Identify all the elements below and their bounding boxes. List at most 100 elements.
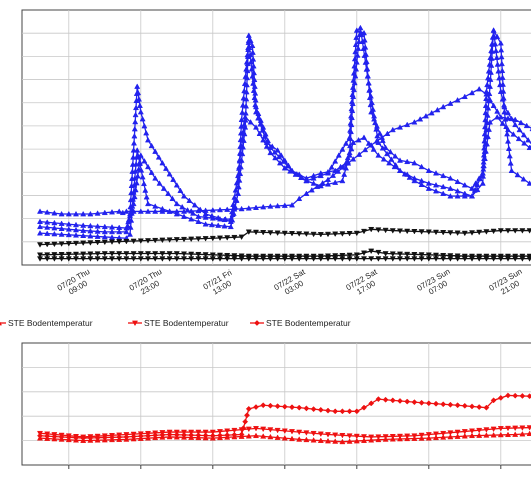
top-plot-series-1-point [188,215,195,222]
top-plot-series-2-point [495,68,502,74]
top-plot-series-2-point [352,41,359,48]
top-plot-series-2-point [367,101,374,108]
top-plot-series-2-point [387,148,394,155]
top-plot-series-1-point [208,221,215,228]
bottom-plot-series-2-point [240,425,247,432]
top-plot-series-0-point [350,156,357,162]
top-plot-series-1-point [447,193,454,199]
top-plot-series-5-point [404,228,411,235]
top-plot-series-6-point [87,256,94,262]
x-tick-label: 07/20 Thu23:00 [128,267,168,301]
top-plot-series-2-point [350,77,357,83]
top-plot-series-2-point [143,129,150,136]
top-plot-series-2-point [130,154,137,160]
top-plot-series-3-point [238,143,245,149]
top-plot-series-6-point [36,256,44,262]
bottom-plot-series-2-point [253,404,259,411]
top-plot-series-0-point [308,186,315,193]
top-plot-series-6-point [296,256,303,262]
top-plot-series-5-point [288,231,296,237]
top-plot-series-5-point [51,241,58,248]
bottom-plot-series-2-point [490,397,497,404]
top-plot-series-3-point [324,181,332,187]
bottom-plot-series-2-point [281,403,288,410]
top-plot-series-4-point [195,251,202,258]
bottom-plot-series-2-point [382,396,389,403]
top-plot-series-3-point [485,126,492,132]
top-plot-series-2-point [262,130,269,137]
top-plot-series-3-point [58,220,65,226]
top-plot-series-2-point [80,227,87,233]
top-plot-series-4-point [360,250,368,257]
top-plot-series-2-point [252,90,259,96]
top-plot-series-4-point [396,251,404,258]
top-plot-series-4-point [425,252,432,258]
top-plot-series-1-point [498,46,505,53]
top-plot-series-1-point [483,95,490,101]
top-plot-series-2-point [244,74,251,81]
top-plot-series-3-point [425,180,432,186]
bottom-plot-series-1-point [418,432,425,439]
top-plot-series-1-point [72,232,80,238]
bottom-plot-series-2-point [224,432,231,439]
top-plot-series-5-point [216,235,224,242]
top-plot-series-3-point [350,139,357,145]
top-plot-series-3-point [418,177,425,184]
top-plot-series-2-point [488,55,495,61]
bottom-plot-series-1-point [209,429,216,436]
top-plot-series-3-point [411,175,418,181]
top-plot-series-2-point [128,182,135,188]
top-plot-series-4-point [418,252,425,258]
top-plot-series-2-point [243,81,250,88]
top-plot-series-4-point [382,251,389,257]
bottom-plot-series-0-point [267,433,274,440]
top-plot-series-2-point [148,142,155,149]
top-plot-series-5-point [296,231,303,237]
top-plot-series-6-point [58,256,65,262]
top-plot-series-3-point [484,133,491,140]
top-plot-series-2-point [159,159,166,166]
bottom-plot-panel [21,342,531,469]
top-plot-series-2-point [504,109,512,116]
top-plot-series-3-point [36,218,44,224]
top-plot-series-0-point [428,109,435,116]
top-plot-series-1-point [504,138,512,144]
top-plot-series-4-point [339,252,346,259]
top-plot-series-6-point [65,256,72,262]
top-plot-series-0-point [434,106,441,113]
top-plot-series-1-point [221,222,228,229]
top-plot-series-6-point [144,256,152,262]
bottom-plot-series-2-point [101,434,108,441]
top-plot-series-3-point [65,221,72,227]
top-plot-series-2-point [352,48,359,55]
top-plot-series-0-point [404,121,411,128]
bottom-plot-series-2-point [58,433,65,440]
top-plot-series-5-point [432,229,440,236]
top-plot-series-5-point [447,230,454,236]
legend-item-label: STE Bodentemperatur [144,318,229,328]
top-plot-series-2-point [364,72,371,79]
top-plot-series-2-point [132,111,139,118]
bottom-plot-series-2-point [244,412,250,419]
top-plot-series-6-point [51,256,58,262]
top-plot-series-1-point [239,102,246,108]
x-tick-label: 07/23 Sun07:00 [416,267,457,301]
top-plot-series-2-point [351,55,358,62]
top-plot-series-4-point [224,252,231,259]
top-plot-series-1-point [482,102,489,109]
bottom-plot-series-0-point [519,430,526,437]
top-plot-series-6-point [519,256,526,262]
top-plot-series-2-point [141,122,148,129]
bottom-plot-series-2-point [361,404,367,411]
x-tick-label: 07/20 Thu09:00 [56,267,96,301]
top-plot-series-2-point [51,224,58,231]
top-plot-series-2-point [123,228,130,235]
top-plot-series-2-point [87,227,94,234]
top-plot-series-2-point [235,183,242,190]
top-plot-series-1-point [140,180,147,187]
bottom-plot-series-2-point [447,401,454,408]
top-plot-series-1-point [507,160,514,166]
top-plot-series-6-point [288,256,296,262]
top-plot-series-3-point [227,215,234,222]
top-plot-series-0-point [94,210,101,216]
